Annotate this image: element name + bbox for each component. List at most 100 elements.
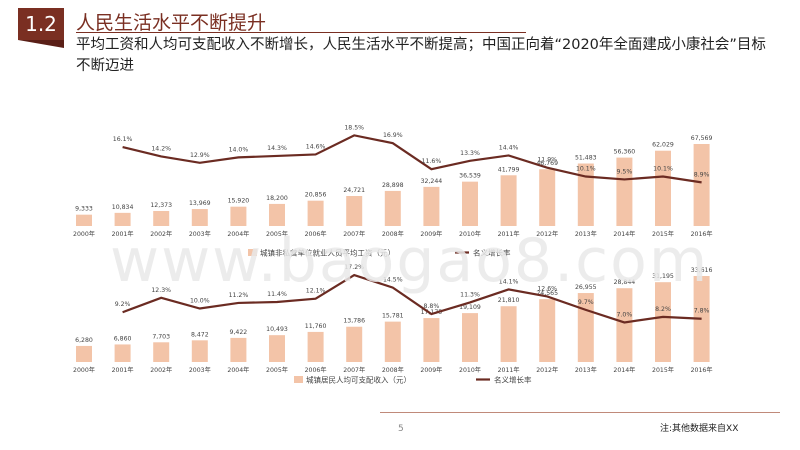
bar-value-label: 36,539 — [459, 173, 481, 180]
bar-value-label: 6,860 — [114, 335, 132, 342]
legend-bar-swatch — [294, 376, 303, 383]
x-tick-label: 2013年 — [575, 230, 597, 238]
bar-value-label: 15,781 — [382, 313, 404, 320]
x-tick-label: 2012年 — [536, 366, 558, 374]
line-value-label: 13.3% — [460, 150, 480, 157]
legend-bar-label: 城镇居民人均可支配收入（元） — [306, 375, 411, 385]
line-value-label: 11.2% — [229, 292, 249, 299]
watermark: www.baogao8.com — [110, 226, 710, 296]
bar-value-label: 21,810 — [498, 297, 520, 304]
x-tick-label: 2016年 — [691, 230, 713, 238]
line-value-label: 11.6% — [422, 158, 442, 165]
bar-2-15 — [616, 288, 633, 362]
section-number-badge: 1.2 — [18, 8, 64, 40]
line-value-label: 7.8% — [694, 308, 710, 315]
line-value-label: 8.2% — [655, 306, 671, 313]
bar-2-10 — [423, 318, 440, 362]
line-value-label: 8.8% — [424, 303, 440, 310]
x-tick-label: 2002年 — [150, 230, 172, 238]
bar-2-8 — [346, 326, 363, 362]
x-tick-label: 2004年 — [227, 230, 249, 238]
line-value-label: 12.6% — [537, 285, 557, 292]
bar-2-4 — [191, 340, 208, 362]
line-value-label: 9.5% — [617, 168, 633, 175]
line-value-label: 9.7% — [578, 299, 594, 306]
page-number: 5 — [398, 424, 404, 434]
bar-value-label: 13,969 — [189, 200, 211, 207]
line-value-label: 8.9% — [694, 171, 710, 178]
bar-1-3 — [153, 210, 170, 226]
bar-2-13 — [539, 299, 556, 362]
line-value-label: 17.2% — [344, 264, 364, 271]
bar-value-label: 31,195 — [652, 273, 674, 280]
line-value-label: 10.0% — [190, 298, 210, 305]
x-tick-label: 2015年 — [652, 230, 674, 238]
bar-2-12 — [500, 306, 517, 362]
legend-bar-label: 城镇非私营单位就业人员平均工资（元） — [260, 248, 395, 258]
legend-bar-swatch — [248, 249, 257, 256]
bar-value-label: 6,280 — [75, 337, 93, 344]
bar-value-label: 24,721 — [343, 187, 365, 194]
page-title: 人民生活水平不断提升 — [76, 12, 267, 34]
bar-value-label: 9,333 — [75, 206, 93, 213]
bar-1-15 — [616, 157, 633, 226]
line-value-label: 11.4% — [267, 291, 287, 298]
line-value-label: 14.3% — [267, 145, 287, 152]
x-tick-label: 2003年 — [189, 230, 211, 238]
bar-1-16 — [655, 150, 671, 226]
bar-1-10 — [423, 186, 440, 226]
bar-value-label: 51,483 — [575, 155, 597, 162]
bar-value-label: 20,856 — [305, 192, 327, 199]
x-tick-label: 2003年 — [189, 366, 211, 374]
bar-value-label: 19,109 — [459, 304, 481, 311]
bar-value-label: 28,844 — [614, 279, 636, 286]
bar-2-3 — [153, 342, 170, 362]
line-value-label: 16.1% — [113, 136, 133, 143]
source-note: 注:其他数据来自XX — [660, 424, 739, 434]
bar-1-6 — [269, 203, 285, 226]
badge-decoration — [18, 40, 64, 48]
x-tick-label: 2013年 — [575, 366, 597, 374]
x-tick-label: 2010年 — [459, 230, 481, 238]
bar-2-5 — [230, 337, 247, 362]
line-value-label: 14.5% — [383, 277, 403, 284]
bar-value-label: 62,029 — [652, 142, 674, 149]
x-tick-label: 2014年 — [613, 366, 635, 374]
bar-1-14 — [577, 163, 594, 226]
bar-value-label: 33,616 — [691, 267, 713, 274]
x-tick-label: 2008年 — [382, 366, 404, 374]
bar-2-1 — [76, 345, 92, 362]
x-tick-label: 2008年 — [382, 230, 404, 238]
x-tick-label: 2015年 — [652, 366, 674, 374]
bar-1-9 — [384, 190, 401, 226]
x-tick-label: 2014年 — [613, 230, 635, 238]
x-tick-label: 2001年 — [112, 366, 134, 374]
x-tick-label: 2009年 — [420, 366, 442, 374]
bar-2-2 — [114, 344, 131, 362]
bar-value-label: 18,200 — [266, 195, 288, 202]
line-value-label: 14.6% — [306, 143, 326, 150]
x-tick-label: 2007年 — [343, 366, 365, 374]
line-value-label: 12.9% — [190, 152, 210, 159]
bar-value-label: 67,569 — [691, 135, 713, 142]
line-value-label: 14.0% — [229, 146, 249, 153]
line-value-label: 7.0% — [617, 311, 633, 318]
page-subtitle: 平均工资和人均可支配收入不断增长，人民生活水平不断提高；中国正向着“2020年全… — [76, 37, 766, 74]
line-value-label: 10.1% — [576, 166, 596, 173]
bar-2-7 — [307, 331, 324, 362]
x-tick-label: 2004年 — [227, 366, 249, 374]
bar-value-label: 46,769 — [536, 160, 558, 167]
legend-line-label: 名义增长率 — [494, 375, 532, 385]
bar-value-label: 11,760 — [305, 323, 327, 330]
bar-2-16 — [655, 282, 671, 362]
title-underline — [76, 32, 526, 33]
bar-value-label: 26,955 — [575, 284, 597, 291]
growth-rate-line-1 — [122, 134, 702, 184]
growth-rate-line-2 — [122, 273, 702, 324]
line-value-label: 12.3% — [151, 287, 171, 294]
x-tick-label: 2002年 — [150, 366, 172, 374]
bar-value-label: 41,799 — [498, 166, 520, 173]
bar-1-7 — [307, 200, 324, 226]
line-value-label: 12.1% — [306, 288, 326, 295]
line-value-label: 16.9% — [383, 132, 403, 139]
